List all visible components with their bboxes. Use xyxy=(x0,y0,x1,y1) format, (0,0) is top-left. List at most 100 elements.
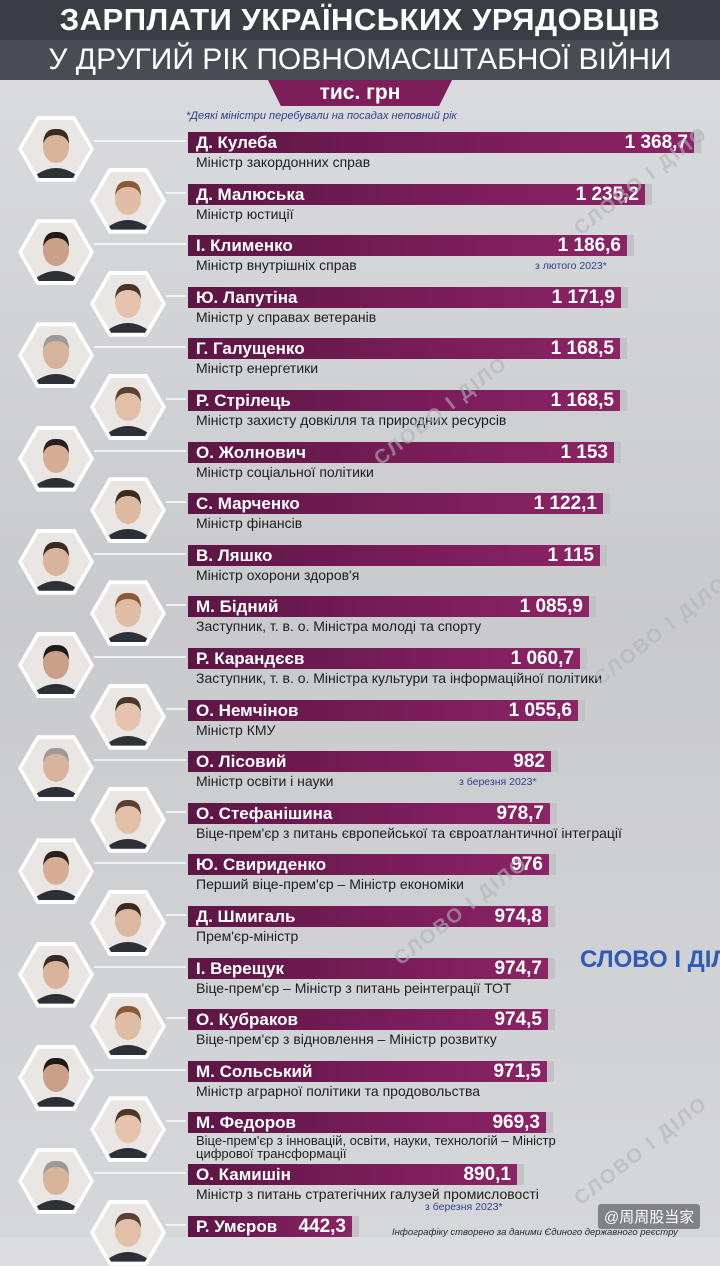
portrait-avatar xyxy=(90,683,166,750)
bar xyxy=(188,1164,524,1185)
connector-line xyxy=(94,1172,186,1174)
category-label: М. Бідний xyxy=(196,597,279,617)
role-label: Міністр енергетики xyxy=(196,360,319,377)
portrait-avatar xyxy=(90,786,166,853)
bar xyxy=(188,235,634,257)
annotation-label: з березня 2023* xyxy=(425,1201,503,1213)
bar xyxy=(188,802,557,824)
bar xyxy=(188,441,621,463)
role-label: Міністр закордонних справ xyxy=(196,154,371,170)
connector-line xyxy=(94,140,186,142)
data-label: 978,7 xyxy=(496,802,544,824)
portrait-avatar xyxy=(18,941,94,1008)
unit-badge: тис. грн xyxy=(268,80,452,106)
role-label: Перший віце-прем'єр – Міністр економіки xyxy=(196,876,464,893)
bar xyxy=(188,338,627,360)
header: ЗАРПЛАТИ УКРАЇНСЬКИХ УРЯДОВЦІВ У ДРУГИЙ … xyxy=(0,0,720,108)
portrait-avatar xyxy=(18,838,94,905)
role-label: Віце-прем'єр з відновлення – Міністр роз… xyxy=(196,1031,497,1048)
connector-line xyxy=(166,604,186,607)
category-label: І. Клименко xyxy=(196,236,293,256)
category-label: М. Федоров xyxy=(196,1113,296,1133)
category-label: Р. Стрілець xyxy=(196,391,291,410)
data-label: 1 186,6 xyxy=(557,235,621,257)
connector-line xyxy=(166,914,186,916)
connector-line xyxy=(94,449,186,452)
connector-line xyxy=(166,1223,186,1226)
category-label: В. Ляшко xyxy=(196,545,273,565)
data-label: 976 xyxy=(511,854,543,876)
chart-row: С. Марченко 1 122,1 Міністр фінансів xyxy=(0,477,720,544)
role-label: Міністр захисту довкілля та природних ре… xyxy=(196,412,507,428)
role-label: Заступник, т. в. о. Міністра молоді та с… xyxy=(196,618,482,635)
annotation-label: з лютого 2023* xyxy=(535,260,607,273)
category-label: Р. Карандєєв xyxy=(196,649,305,668)
bar xyxy=(188,854,556,876)
chart-row: М. Сольський 971,5 Міністр аграрної політи… xyxy=(0,1044,720,1111)
role-label: Міністр аграрної політики та продовольст… xyxy=(196,1082,481,1099)
bar xyxy=(188,1112,553,1134)
role-label: Міністр освіти і науки xyxy=(196,773,334,790)
page-subtitle: У ДРУГИЙ РІК ПОВНОМАСШТАБНОЇ ВІЙНИ xyxy=(0,40,720,80)
role-label: Міністр юстиції xyxy=(196,205,294,222)
category-label: Д. Малюська xyxy=(196,184,305,204)
category-label: І. Верещук xyxy=(196,958,285,978)
source-note: Інфографіку створено за даними Єдиного д… xyxy=(392,1227,678,1238)
chart-row: Д. Кулеба 1 368,7 Міністр закордонних спра… xyxy=(0,116,720,182)
data-label: 1 153 xyxy=(560,441,608,463)
portrait-avatar xyxy=(18,219,94,286)
bar xyxy=(188,648,587,669)
chart-row: Ю. Лапутіна 1 171,9 Міністр у справах вете… xyxy=(0,270,720,337)
data-label: 1 168,5 xyxy=(550,390,614,411)
data-label: 1 235,2 xyxy=(575,183,639,205)
chart-row: Д. Шмигаль 974,8 Прем'єр-міністр xyxy=(0,890,720,956)
bar xyxy=(188,699,585,721)
portrait-avatar xyxy=(18,632,94,698)
annotation-label: з березня 2023* xyxy=(459,776,537,789)
data-label: 969,3 xyxy=(492,1112,540,1134)
category-label: Г. Галущенко xyxy=(196,339,305,359)
bar xyxy=(188,1215,359,1237)
page-title: ЗАРПЛАТИ УКРАЇНСЬКИХ УРЯДОВЦІВ xyxy=(0,0,720,40)
chart-row: В. Ляшко 1 115 Міністр охорони здоров'я xyxy=(0,528,720,595)
role-label: Віце-прем'єр з інновацій, освіти, науки,… xyxy=(196,1133,556,1162)
category-label: О. Камишін xyxy=(196,1165,291,1184)
portrait-avatar xyxy=(18,735,94,802)
chart-row: Ю. Свириденко 976 Перший віце-прем'єр – Мі… xyxy=(0,838,720,905)
portrait-avatar xyxy=(90,1199,166,1266)
portrait-avatar xyxy=(90,167,166,234)
logo: СЛОВО І ДІЛО xyxy=(580,946,720,973)
chart-row: О. Жолнович 1 153 Міністр соціальної політ… xyxy=(0,425,720,492)
category-label: Ю. Свириденко xyxy=(196,855,327,875)
role-label: Міністр з питань стратегічних галузей пр… xyxy=(196,1186,539,1202)
chart-row: Г. Галущенко 1 168,5 Міністр енергетики xyxy=(0,322,720,389)
data-label: 1 115 xyxy=(547,544,595,566)
chart-row: О. Немчінов 1 055,6 Міністр КМУ xyxy=(0,683,720,750)
chart-row: Д. Малюська 1 235,2 Міністр юстиції xyxy=(0,167,720,234)
chart-row: М. Федоров 969,3 Віце-прем'єр з інновацій,… xyxy=(0,1096,720,1163)
connector-line xyxy=(166,1120,186,1123)
portrait-avatar xyxy=(18,425,94,492)
category-label: Р. Умєров xyxy=(196,1216,278,1236)
connector-line xyxy=(166,398,186,400)
data-label: 890,1 xyxy=(463,1164,511,1185)
role-label: Міністр у справах ветеранів xyxy=(196,308,377,325)
portrait-avatar xyxy=(90,890,166,956)
bar xyxy=(188,390,627,411)
portrait-avatar xyxy=(90,1096,166,1163)
data-label: 1 368,7 xyxy=(624,132,688,153)
category-label: О. Жолнович xyxy=(196,442,306,462)
data-label: 974,8 xyxy=(494,906,542,927)
bar xyxy=(188,132,701,153)
connector-line xyxy=(94,862,186,865)
chart-row: О. Стефанішина 978,7 Віце-прем'єр з питань… xyxy=(0,786,720,853)
category-label: О. Кубраков xyxy=(196,1010,298,1030)
data-label: 1 085,9 xyxy=(519,596,583,618)
role-label: Міністр КМУ xyxy=(196,721,276,738)
salary-bar-chart: Д. Кулеба 1 368,7 Міністр закордонних спра… xyxy=(0,116,720,1266)
category-label: Д. Кулеба xyxy=(196,133,277,152)
bar xyxy=(188,183,652,205)
bar xyxy=(188,493,610,515)
role-label: Заступник, т. в. о. Міністра культури та… xyxy=(196,670,603,686)
portrait-avatar xyxy=(18,1148,94,1214)
